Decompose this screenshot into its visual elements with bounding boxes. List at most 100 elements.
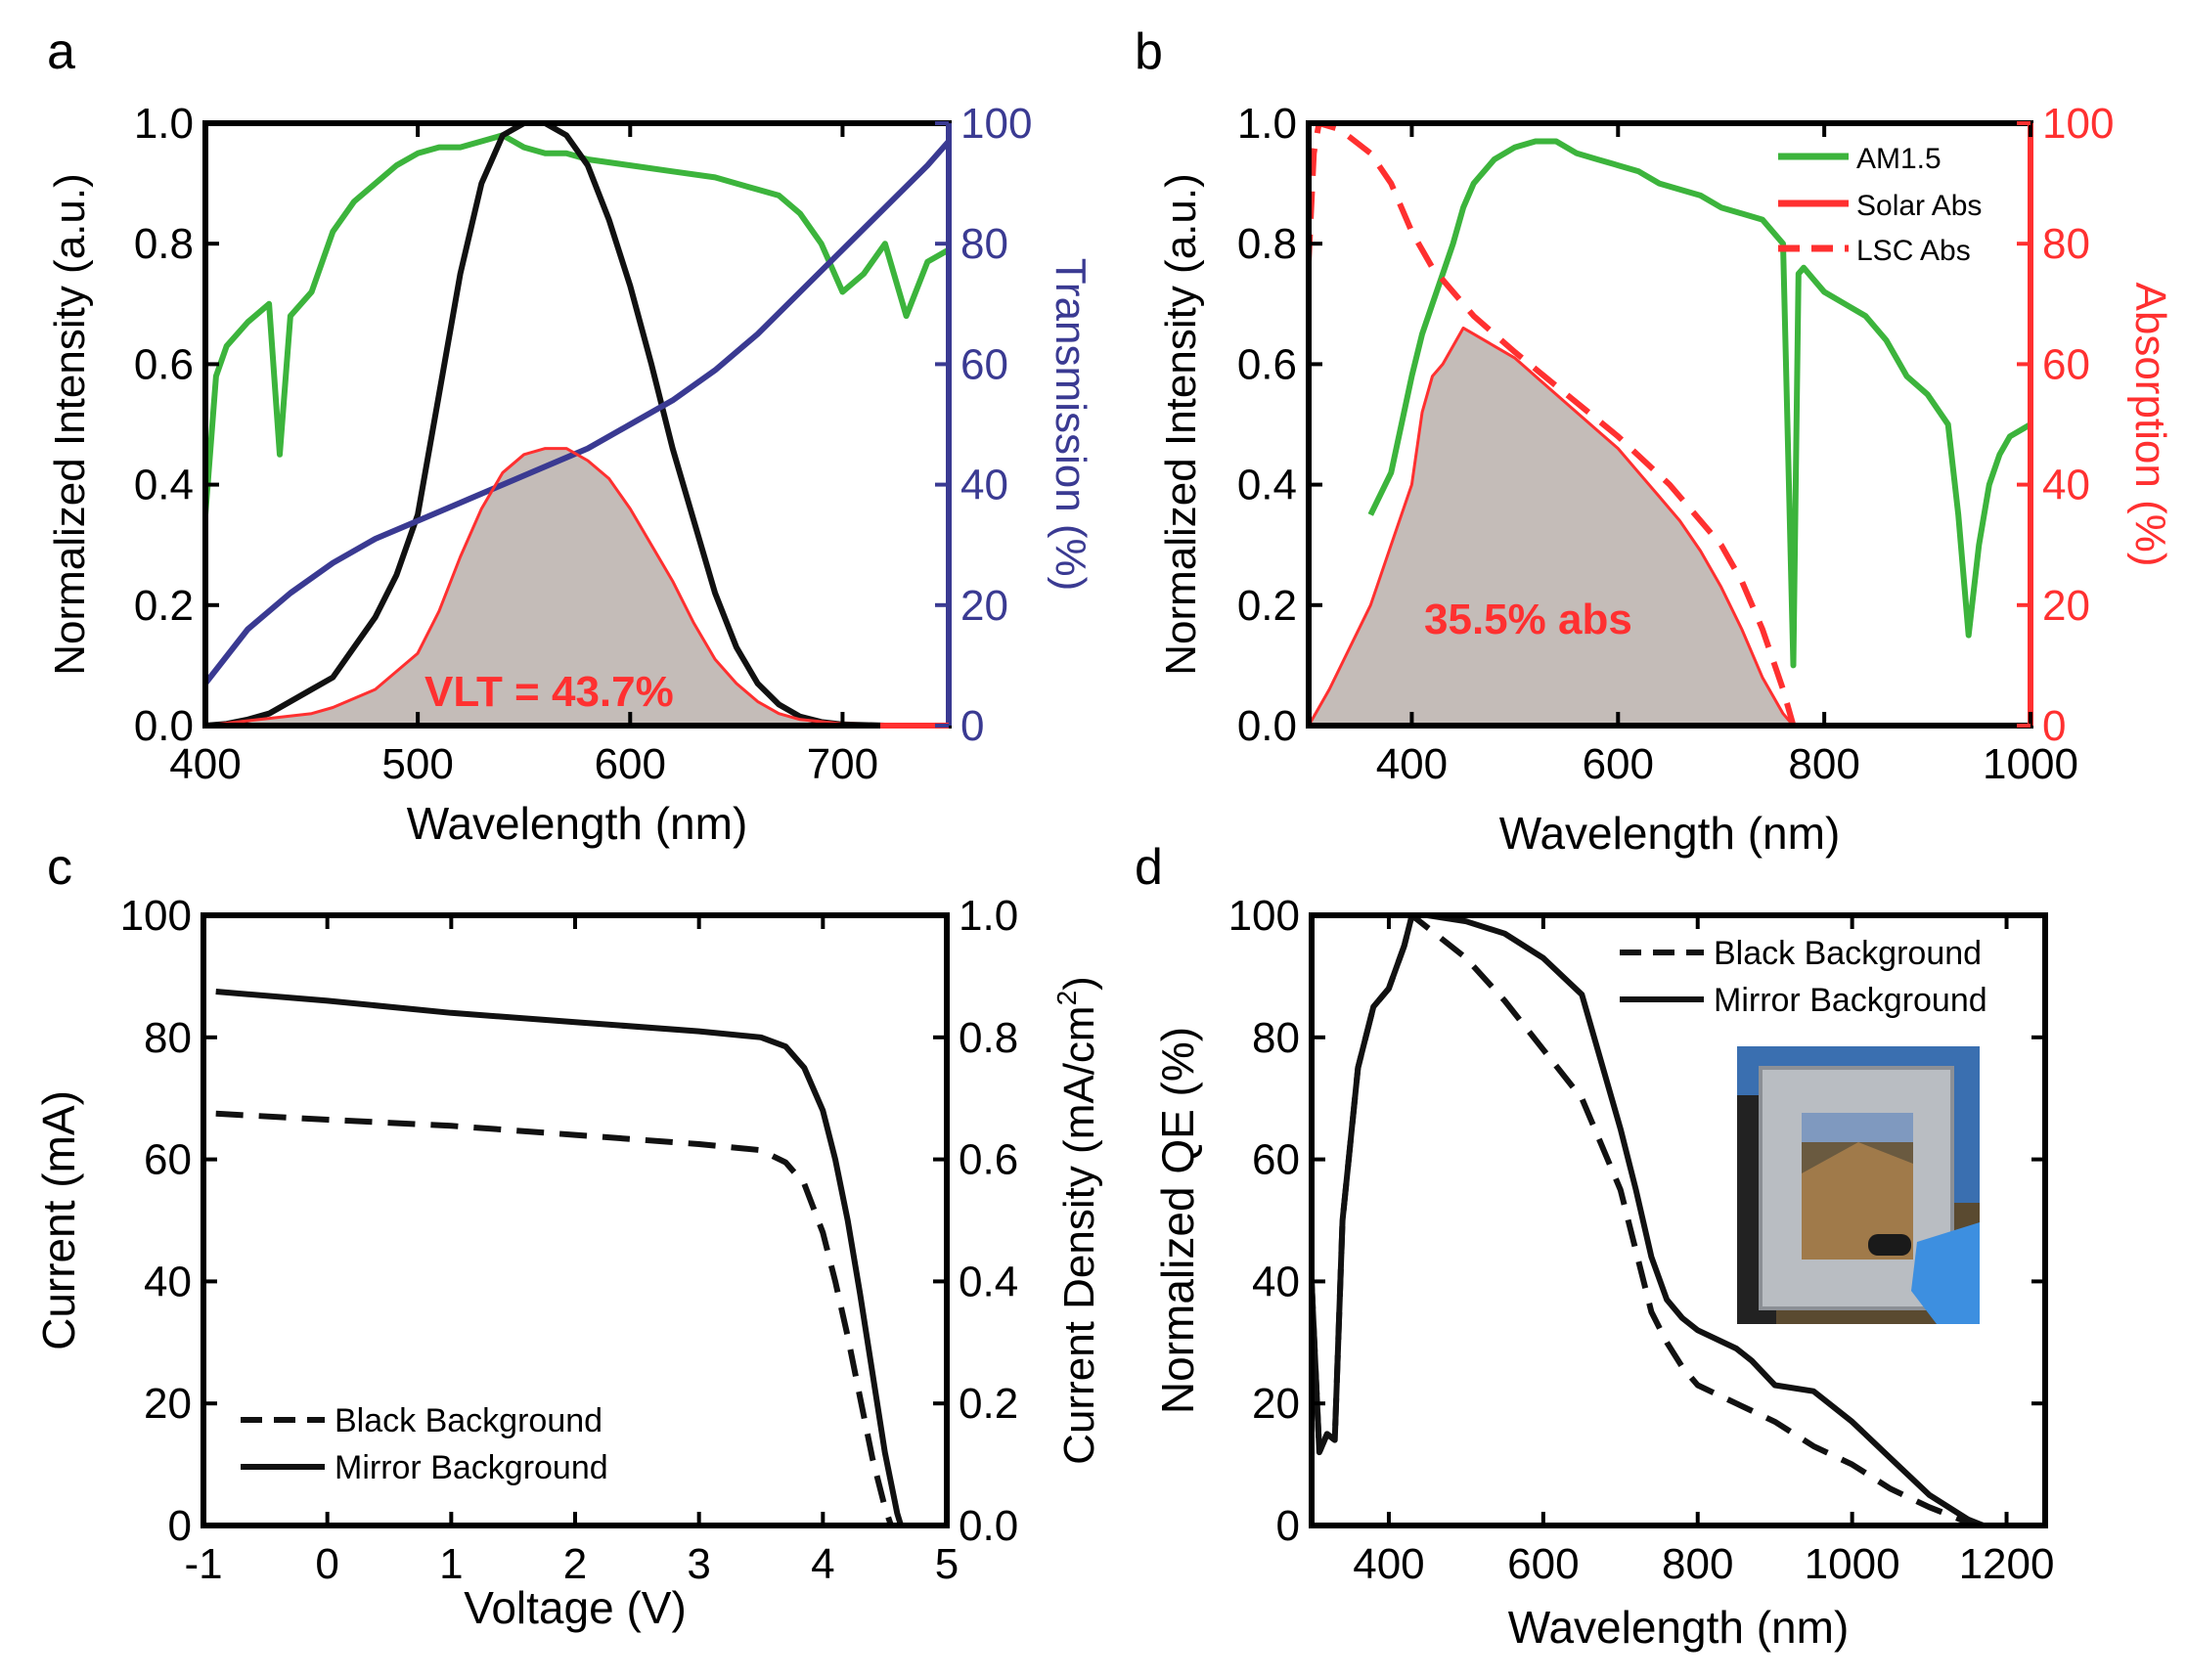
y-tick-label: 20 — [1252, 1380, 1300, 1428]
panel-c-ylabel: Current (mA) — [33, 1090, 84, 1350]
panel-b-series-lsc-abs — [1309, 123, 1797, 726]
panel-c-series-black-background — [215, 1110, 894, 1525]
y-tick-label: 60 — [144, 1136, 192, 1184]
y-tick-label: 1.0 — [1237, 100, 1297, 148]
panel-a-ylabel: Normalized Intensity (a.u.) — [46, 173, 94, 676]
y-tick-label: 100 — [120, 892, 192, 940]
y-tick-label: 40 — [1252, 1258, 1300, 1305]
y2-tick-label: 0.8 — [959, 1014, 1018, 1062]
panel-a-label: a — [47, 23, 75, 80]
y-tick-label: 0.4 — [134, 462, 194, 509]
x-tick-label: 1 — [439, 1540, 463, 1588]
y2-tick-label: 80 — [2042, 220, 2090, 268]
panel-b-series-am1-5 — [1367, 138, 2031, 669]
panel-a-series-transmission — [205, 139, 949, 685]
y-tick-label: 0.6 — [134, 340, 194, 388]
y-tick-label: 0 — [1276, 1502, 1300, 1550]
y-tick-label: 1.0 — [134, 100, 194, 148]
legend-mirror-bg-label: Mirror Background — [335, 1449, 608, 1486]
panel-d-xlabel: Wavelength (nm) — [1508, 1602, 1850, 1653]
y-tick-label: 0.8 — [134, 220, 194, 268]
x-tick-label: 600 — [1583, 740, 1654, 788]
panel-c-y2label-tail: ) — [1055, 976, 1103, 991]
panel-d-label: d — [1135, 839, 1163, 896]
panel-d-plot — [1312, 915, 1985, 1525]
x-tick-label: 2 — [563, 1540, 587, 1588]
panel-b-annotation: 35.5% abs — [1424, 596, 1632, 643]
y2-tick-label: 20 — [2042, 582, 2090, 630]
y2-tick-label: 0.2 — [959, 1380, 1018, 1428]
x-tick-label: 400 — [169, 740, 241, 788]
panel-a-fill-3 — [205, 448, 949, 726]
y-tick-label: 0.8 — [1237, 220, 1297, 268]
y-tick-label: 80 — [1252, 1014, 1300, 1062]
legend-d-black-bg-label: Black Background — [1714, 935, 1982, 972]
panel-d: d 400 600 800 1000 1200 0 20 40 60 80 100 Black Ba… — [1135, 839, 2054, 1653]
y2-tick-label: 0 — [960, 702, 984, 750]
x-tick-label: 1000 — [1805, 1540, 1900, 1588]
x-tick-label: -1 — [184, 1540, 222, 1588]
panel-b-legend: AM1.5 Solar Abs LSC Abs — [1778, 143, 1982, 267]
legend-solar-abs-label: Solar Abs — [1856, 190, 1982, 222]
y2-tick-label: 20 — [960, 582, 1008, 630]
panel-a-annotation: VLT = 43.7% — [424, 668, 674, 716]
inset-reflection-sky — [1802, 1113, 1913, 1142]
y2-tick-label: 80 — [960, 220, 1008, 268]
x-tick-label: 1000 — [1983, 740, 2078, 788]
y-tick-label: 0.0 — [1237, 702, 1297, 750]
legend-black-bg-label: Black Background — [335, 1402, 603, 1439]
y2-tick-label: 100 — [2042, 100, 2114, 148]
y-tick-label: 0.2 — [134, 582, 194, 630]
panel-b: b 400 600 800 1000 0.0 0.2 0.4 0.6 0.8 1.0 0 20 40 60… — [1135, 23, 2174, 859]
panel-d-series-mirror-background — [1312, 915, 1985, 1525]
y-tick-label: 80 — [144, 1014, 192, 1062]
legend-lsc-abs-label: LSC Abs — [1856, 235, 1971, 267]
x-tick-label: 500 — [381, 740, 453, 788]
y2-tick-label: 1.0 — [959, 892, 1018, 940]
y2-tick-label: 100 — [960, 100, 1032, 148]
x-tick-label: 800 — [1662, 1540, 1733, 1588]
x-tick-label: 800 — [1788, 740, 1859, 788]
y-tick-label: 0 — [168, 1502, 192, 1550]
panel-c-xlabel: Voltage (V) — [464, 1582, 687, 1633]
panel-c-plot — [215, 989, 904, 1525]
x-tick-label: 400 — [1376, 740, 1448, 788]
panel-c-legend: Black Background Mirror Background — [241, 1402, 608, 1486]
panel-b-fill-1 — [1309, 328, 1794, 726]
y-tick-label: 100 — [1228, 892, 1300, 940]
panel-c-label: c — [47, 839, 72, 896]
panel-a-series-photopic-response — [205, 123, 885, 726]
y-tick-label: 0.4 — [1237, 462, 1297, 509]
legend-d-mirror-bg-label: Mirror Background — [1714, 982, 1987, 1019]
x-tick-label: 4 — [811, 1540, 834, 1588]
x-tick-label: 5 — [935, 1540, 959, 1588]
y-tick-label: 0.0 — [134, 702, 194, 750]
panel-a-y2label: Transmission (%) — [1047, 258, 1094, 592]
inset-reflection-roof — [1802, 1142, 1913, 1260]
panel-b-xlabel: Wavelength (nm) — [1499, 808, 1841, 859]
x-tick-label: 400 — [1353, 1540, 1424, 1588]
panel-a-plot — [205, 123, 949, 726]
y2-tick-label: 0.6 — [959, 1136, 1018, 1184]
y2-tick-label: 60 — [2042, 340, 2090, 388]
y-tick-label: 60 — [1252, 1136, 1300, 1184]
panel-c-y2label-sup: 2 — [1051, 991, 1082, 1006]
x-tick-label: 700 — [807, 740, 878, 788]
panel-b-ylabel: Normalized Intensity (a.u.) — [1157, 173, 1205, 676]
x-tick-label: 600 — [595, 740, 666, 788]
x-tick-label: 3 — [687, 1540, 710, 1588]
y2-tick-label: 0.0 — [959, 1502, 1018, 1550]
panel-b-y2label: Absorption (%) — [2126, 282, 2174, 566]
panel-c-y2label: Current Density (mA/cm2) — [1051, 976, 1103, 1465]
x-tick-label: 600 — [1507, 1540, 1579, 1588]
inset-finger — [1868, 1234, 1911, 1256]
panel-c-series-mirror-background — [215, 989, 904, 1525]
y-tick-label: 40 — [144, 1258, 192, 1305]
y2-tick-label: 60 — [960, 340, 1008, 388]
panel-d-ylabel: Normalized QE (%) — [1152, 1027, 1203, 1414]
y-tick-label: 20 — [144, 1380, 192, 1428]
panel-a-xlabel: Wavelength (nm) — [407, 798, 748, 849]
x-tick-label: 0 — [315, 1540, 338, 1588]
y2-tick-label: 0 — [2042, 702, 2066, 750]
legend-am15-label: AM1.5 — [1856, 143, 1942, 175]
